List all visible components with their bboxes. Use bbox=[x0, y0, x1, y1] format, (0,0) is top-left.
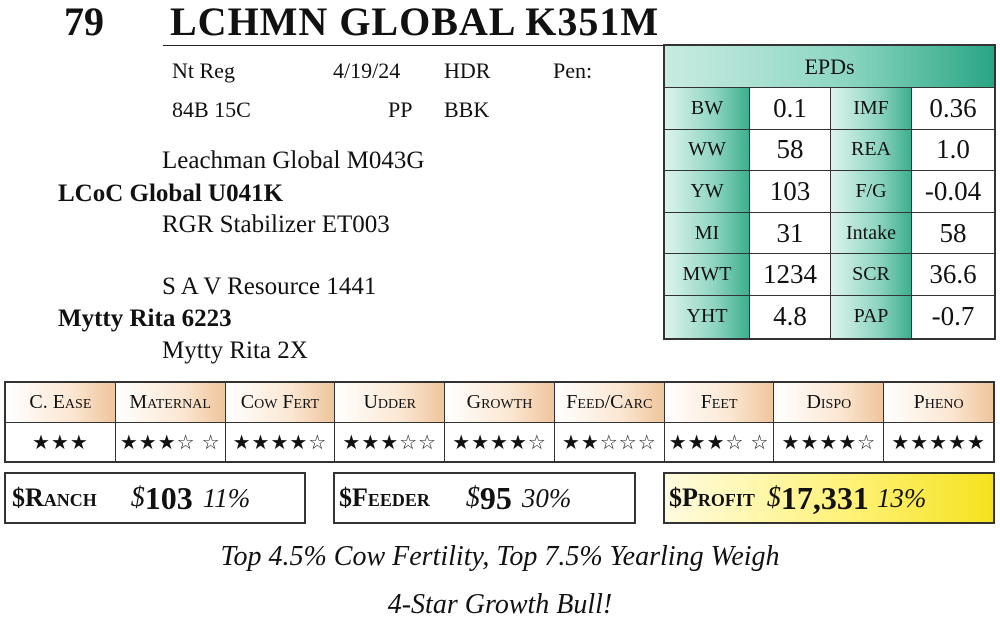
star-rating-icon: ★★★ bbox=[6, 423, 116, 461]
ranch-dollar: $ bbox=[130, 482, 145, 513]
tattoo: 84B 15C bbox=[172, 97, 251, 122]
dam-dam: Mytty Rita 2X bbox=[162, 337, 308, 364]
rating-header-maternal: Maternal bbox=[115, 383, 226, 422]
feeder-index-box: $Feeder $ 95 30% bbox=[333, 472, 636, 524]
rating-header-growth: Growth bbox=[445, 383, 555, 422]
rating-header-feet: Feet bbox=[664, 383, 775, 422]
epd-value: 58 bbox=[750, 129, 831, 171]
epd-value: -0.7 bbox=[931, 301, 975, 332]
epd-row: MI 31 Intake 58 bbox=[665, 212, 994, 255]
ranch-percent: 11% bbox=[202, 482, 251, 513]
epd-label: YHT bbox=[665, 295, 750, 338]
epd-row: BW 0.1 IMF 0.36 bbox=[665, 88, 994, 130]
epd-row: YW 103 F/G -0.04 bbox=[665, 171, 994, 213]
star-rating-icon: ★★★★★ bbox=[891, 431, 986, 454]
epd-value: 36.6 bbox=[929, 259, 977, 290]
profit-index-box: $Profit $ 17,331 13% bbox=[663, 472, 995, 524]
rating-header-cow-fert: Cow Fert bbox=[225, 383, 336, 422]
epd-value: -0.04 bbox=[924, 175, 982, 206]
footer-line-2: 4-Star Growth Bull! bbox=[387, 589, 613, 620]
header-divider bbox=[163, 45, 663, 46]
feeder-percent: 30% bbox=[521, 482, 572, 513]
epd-value: 4.8 bbox=[750, 295, 831, 338]
ranch-value: 103 bbox=[144, 479, 193, 516]
profit-dollar: $ bbox=[766, 482, 781, 513]
epd-label: PAP bbox=[831, 295, 912, 338]
sire: LCoC Global U041K bbox=[58, 180, 284, 207]
epd-table: EPDs BW 0.1 IMF 0.36 WW 58 REA 1.0 YW 10… bbox=[663, 44, 996, 340]
rating-header-pheno: Pheno bbox=[884, 383, 994, 422]
epd-label: YW bbox=[665, 171, 750, 212]
epd-title: EPDs bbox=[665, 46, 994, 88]
epd-label: MWT bbox=[665, 254, 750, 295]
epd-label: SCR bbox=[831, 254, 912, 295]
pen-label: Pen: bbox=[553, 58, 593, 83]
star-rating-icon: ★★★★☆ bbox=[226, 423, 336, 461]
epd-label: REA bbox=[831, 129, 912, 171]
rating-header-calving-ease: C. Ease bbox=[6, 383, 116, 422]
rating-header-dispo: Dispo bbox=[774, 383, 885, 422]
epd-value: 1234 bbox=[750, 254, 831, 295]
epd-value: 103 bbox=[750, 171, 831, 212]
epd-label: BW bbox=[665, 88, 750, 129]
ranch-index-box: $Ranch $ 103 11% bbox=[4, 472, 306, 524]
birth-date: 4/19/24 bbox=[333, 58, 401, 83]
star-rating-icon: ★★★☆ ☆ bbox=[665, 423, 775, 461]
star-rating-icon: ★★★★☆ bbox=[445, 423, 555, 461]
star-rating-icon: ★★★☆ ☆ bbox=[116, 423, 226, 461]
epd-label: IMF bbox=[831, 88, 912, 129]
epd-row: WW 58 REA 1.0 bbox=[665, 129, 994, 172]
registration: Nt Reg bbox=[172, 58, 235, 83]
profit-percent: 13% bbox=[876, 482, 927, 513]
epd-value: 31 bbox=[750, 212, 831, 254]
epd-row: MWT 1234 SCR 36.6 bbox=[665, 254, 994, 296]
epd-label: WW bbox=[665, 129, 750, 171]
hdr-label: HDR bbox=[444, 58, 491, 83]
color-label: BBK bbox=[444, 97, 490, 122]
profit-label: $Profit bbox=[669, 483, 755, 512]
sire-dam: RGR Stabilizer ET003 bbox=[162, 211, 390, 238]
epd-label: F/G bbox=[831, 171, 912, 212]
epd-label: MI bbox=[665, 212, 750, 254]
epd-label: Intake bbox=[831, 212, 912, 254]
ranch-label: $Ranch bbox=[12, 483, 97, 512]
epd-row: YHT 4.8 PAP -0.7 bbox=[665, 295, 994, 338]
epd-value: 0.1 bbox=[750, 88, 831, 129]
ratings-stars-row: ★★★ ★★★☆ ☆ ★★★★☆ ★★★☆☆ ★★★★☆ ★★☆☆☆ ★★★☆ … bbox=[6, 423, 993, 461]
epd-value: 1.0 bbox=[936, 134, 970, 165]
dam: Mytty Rita 6223 bbox=[58, 305, 232, 332]
ratings-header-row: C. Ease Maternal Cow Fert Udder Growth F… bbox=[6, 383, 994, 423]
feeder-dollar: $ bbox=[465, 482, 480, 513]
star-rating-icon: ★★★★☆ bbox=[774, 423, 885, 461]
lot-number: 79 bbox=[64, 0, 104, 44]
star-rating-icon: ★★★☆☆ bbox=[335, 423, 446, 461]
star-rating-icon: ★★☆☆☆ bbox=[555, 423, 665, 461]
rating-header-udder: Udder bbox=[335, 383, 446, 422]
animal-name: LCHMN GLOBAL K351M bbox=[170, 0, 660, 44]
ratings-table: C. Ease Maternal Cow Fert Udder Growth F… bbox=[4, 381, 995, 463]
epd-value: 0.36 bbox=[929, 92, 977, 123]
feeder-value: 95 bbox=[479, 479, 512, 516]
epd-value: 58 bbox=[939, 217, 967, 248]
rating-header-feed-carc: Feed/Carc bbox=[554, 383, 665, 422]
footer-line-1: Top 4.5% Cow Fertility, Top 7.5% Yearlin… bbox=[220, 541, 780, 572]
profit-value: 17,331 bbox=[780, 479, 869, 516]
dam-sire: S A V Resource 1441 bbox=[162, 273, 377, 300]
pp-label: PP bbox=[388, 97, 413, 122]
feeder-label: $Feeder bbox=[339, 483, 430, 512]
sire-sire: Leachman Global M043G bbox=[162, 147, 425, 174]
